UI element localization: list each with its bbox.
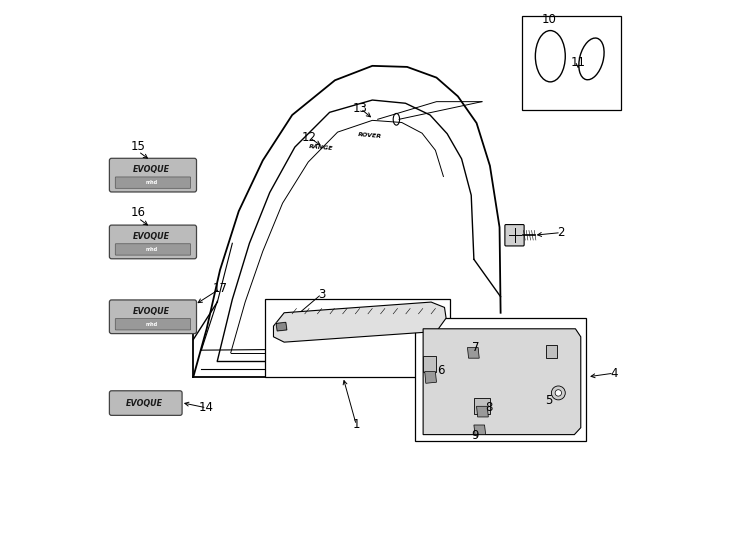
Text: 14: 14 <box>199 401 214 414</box>
Polygon shape <box>276 322 287 331</box>
Text: 12: 12 <box>302 131 317 144</box>
FancyBboxPatch shape <box>109 391 182 415</box>
Ellipse shape <box>579 38 604 80</box>
Text: 7: 7 <box>472 341 479 354</box>
Text: RANGE: RANGE <box>309 144 334 151</box>
Polygon shape <box>546 345 556 358</box>
Text: 2: 2 <box>557 226 564 239</box>
Polygon shape <box>423 355 437 372</box>
FancyBboxPatch shape <box>505 225 524 246</box>
FancyBboxPatch shape <box>109 225 197 259</box>
Text: EVOQUE: EVOQUE <box>133 165 170 174</box>
FancyBboxPatch shape <box>115 177 191 188</box>
FancyBboxPatch shape <box>415 318 586 441</box>
Text: EVOQUE: EVOQUE <box>126 399 163 408</box>
Polygon shape <box>476 406 488 417</box>
Text: 4: 4 <box>610 367 618 380</box>
Text: 5: 5 <box>545 394 553 408</box>
Text: EVOQUE: EVOQUE <box>133 307 170 316</box>
Text: mhd: mhd <box>145 247 157 252</box>
Text: 3: 3 <box>318 287 325 301</box>
Text: mhd: mhd <box>145 322 157 327</box>
Text: 13: 13 <box>353 102 368 115</box>
Ellipse shape <box>393 113 399 125</box>
Text: ROVER: ROVER <box>357 132 382 139</box>
Polygon shape <box>474 399 490 414</box>
Ellipse shape <box>535 31 565 82</box>
Text: EVOQUE: EVOQUE <box>133 232 170 241</box>
Circle shape <box>551 386 565 400</box>
Text: mhd: mhd <box>145 180 157 185</box>
FancyBboxPatch shape <box>109 158 197 192</box>
FancyBboxPatch shape <box>115 244 191 255</box>
Text: 16: 16 <box>131 206 146 219</box>
FancyBboxPatch shape <box>522 16 621 110</box>
Polygon shape <box>423 329 581 435</box>
FancyBboxPatch shape <box>109 300 197 334</box>
Polygon shape <box>468 348 479 358</box>
Text: 1: 1 <box>352 418 360 431</box>
Text: 17: 17 <box>213 282 228 295</box>
Circle shape <box>555 390 562 396</box>
FancyBboxPatch shape <box>115 319 191 330</box>
Text: 8: 8 <box>485 401 493 414</box>
Text: 9: 9 <box>472 429 479 442</box>
FancyBboxPatch shape <box>266 299 450 377</box>
Polygon shape <box>474 425 486 435</box>
Text: 15: 15 <box>131 139 145 152</box>
Text: 11: 11 <box>570 56 586 69</box>
Text: 6: 6 <box>437 364 445 377</box>
Text: 10: 10 <box>541 14 556 26</box>
Polygon shape <box>274 302 446 342</box>
Polygon shape <box>425 372 437 383</box>
